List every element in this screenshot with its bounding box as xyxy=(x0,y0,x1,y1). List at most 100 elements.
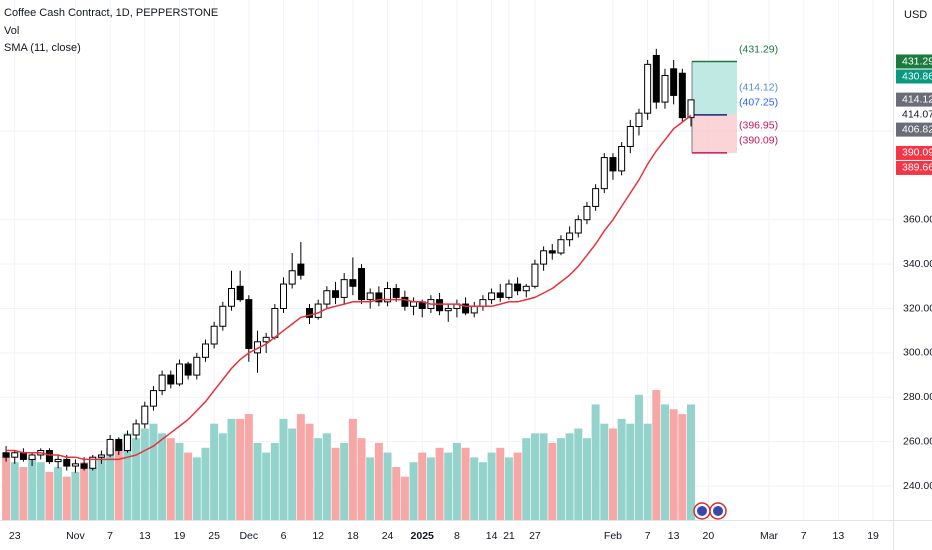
volume-bar xyxy=(678,414,687,520)
candle-body xyxy=(219,305,227,327)
candle-body xyxy=(80,463,88,469)
candle-body xyxy=(332,290,340,298)
volume-bar xyxy=(296,414,305,520)
x-tick-label: 7 xyxy=(645,530,651,542)
price-label-bg xyxy=(896,92,932,107)
volume-bar xyxy=(114,442,123,520)
y-tick-label: 320.00 xyxy=(903,302,932,314)
candle-body xyxy=(2,452,10,458)
position-tool[interactable]: (431.29) (414.12) (407.25) (396.95) (390.09) xyxy=(691,43,778,154)
candle-body xyxy=(193,356,201,376)
volume-bar xyxy=(556,438,565,520)
volume-bar xyxy=(80,462,89,520)
candle-body xyxy=(392,288,400,298)
candle-body xyxy=(158,374,166,392)
candle-body xyxy=(652,54,660,103)
candle-body xyxy=(592,188,600,207)
volume-bar xyxy=(686,404,695,520)
candle-body xyxy=(618,145,626,172)
volume-bar xyxy=(253,442,262,520)
volume-bar xyxy=(444,452,453,520)
y-tick-label: 280.00 xyxy=(903,391,932,403)
x-tick-label: 24 xyxy=(382,530,394,542)
volume-bar xyxy=(452,442,461,520)
volume-bar xyxy=(106,447,115,520)
volume-bar xyxy=(71,471,80,520)
candle-body xyxy=(11,452,19,458)
candle-body xyxy=(436,299,444,312)
x-tick-label: 7 xyxy=(801,530,807,542)
price-label: 414.07 xyxy=(902,108,932,120)
volume-bar xyxy=(392,467,401,520)
candle-body xyxy=(297,263,305,276)
volume-bar xyxy=(340,442,349,520)
volume-bar xyxy=(634,394,643,520)
event-icons[interactable] xyxy=(693,502,727,520)
volume-bar xyxy=(314,438,323,520)
candle-body xyxy=(167,374,175,385)
volume-bar xyxy=(175,442,184,520)
candle-body xyxy=(401,296,409,307)
volume-bar xyxy=(97,457,106,520)
candle-body xyxy=(280,283,288,309)
candle-body xyxy=(522,285,530,292)
candle-body xyxy=(574,219,582,234)
price-label-bg xyxy=(896,160,932,175)
volume-bar xyxy=(418,452,427,520)
volume-bar xyxy=(201,447,210,520)
profit-zone xyxy=(692,61,737,115)
volume-bar xyxy=(262,452,271,520)
price-label: 389.66 xyxy=(902,162,932,174)
x-tick-label: Feb xyxy=(604,530,622,542)
volume-bar xyxy=(574,428,583,520)
candle-body xyxy=(514,283,522,292)
candle-body xyxy=(184,363,192,376)
x-tick-label: 13 xyxy=(668,530,680,542)
candle-body xyxy=(271,307,279,338)
candle-body xyxy=(63,458,71,467)
volume-bar xyxy=(244,414,253,520)
candle-body xyxy=(366,292,374,301)
volume-bar xyxy=(504,457,513,520)
volume-bar xyxy=(270,442,279,520)
candle-body xyxy=(375,292,383,303)
x-tick-label: 8 xyxy=(454,530,460,542)
volume-bar xyxy=(383,452,392,520)
candle-body xyxy=(670,68,678,96)
volume-bar xyxy=(166,438,175,520)
y-tick-label: 300.00 xyxy=(903,347,932,359)
sma-line xyxy=(6,114,692,461)
volume-bar xyxy=(470,457,479,520)
candle-body xyxy=(505,283,513,298)
candle-body xyxy=(479,299,487,307)
candle-body xyxy=(600,157,608,190)
price-label: 431.29 xyxy=(902,55,932,67)
candle-body xyxy=(28,454,36,460)
loss-zone xyxy=(692,114,737,153)
volume-bar xyxy=(478,462,487,520)
volume-bar xyxy=(548,442,557,520)
price-label-bg xyxy=(896,145,932,160)
candle-body xyxy=(635,112,643,128)
candle-body xyxy=(540,250,548,265)
volume-bar xyxy=(149,423,158,520)
x-tick-label: 12 xyxy=(312,530,324,542)
volume xyxy=(2,390,695,520)
volume-bar xyxy=(374,442,383,520)
candle-body xyxy=(626,126,634,147)
x-tick-label: Dec xyxy=(239,530,258,542)
x-tick-label: 23 xyxy=(9,530,21,542)
candle-body xyxy=(470,305,478,314)
x-tick-label: 6 xyxy=(281,530,287,542)
volume-bar xyxy=(36,462,45,520)
volume-bar xyxy=(591,404,600,520)
volume-bar xyxy=(10,462,19,520)
x-tick-label: 14 xyxy=(486,530,498,542)
volume-bar xyxy=(62,476,71,520)
tool-label: (414.12) xyxy=(739,81,778,93)
y-tick-label: 340.00 xyxy=(903,258,932,270)
candle-body xyxy=(678,72,686,119)
candle-body xyxy=(583,205,591,221)
volume-bar xyxy=(530,433,539,520)
